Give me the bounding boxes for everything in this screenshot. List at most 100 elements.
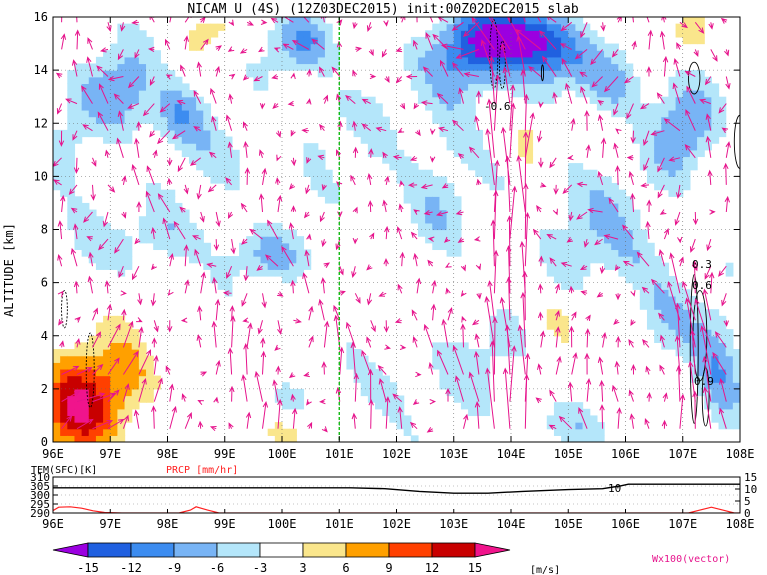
field-cell (482, 375, 491, 383)
field-cell (496, 63, 505, 71)
wind-vectors (53, 17, 731, 433)
field-cell (460, 342, 469, 350)
field-cell (668, 322, 677, 330)
wind-vector (657, 184, 665, 199)
field-cell (718, 329, 727, 337)
field-cell (274, 43, 283, 51)
field-cell (131, 402, 140, 410)
field-cell (446, 83, 455, 91)
field-cell (475, 395, 483, 403)
field-cell (475, 70, 483, 78)
field-cell (725, 382, 734, 390)
wind-vector (538, 157, 544, 169)
field-cell (160, 90, 169, 98)
field-cell (296, 50, 305, 58)
wind-vector (441, 183, 449, 189)
vector-scale-label: Wx100(vector) (652, 554, 730, 565)
field-cell (203, 163, 212, 171)
field-cell (138, 83, 147, 91)
wind-vector (189, 157, 202, 166)
field-cell (403, 189, 412, 197)
wind-vector (679, 393, 686, 429)
field-cell (675, 103, 684, 111)
field-cell (496, 56, 505, 65)
wind-vector (452, 62, 464, 77)
field-cell (468, 143, 476, 151)
wind-vector (384, 175, 390, 186)
field-cell (174, 209, 183, 217)
field-cell (697, 382, 705, 390)
field-cell (618, 83, 627, 91)
wind-vector (366, 22, 372, 32)
wind-vector (661, 17, 667, 23)
wind-vector (397, 127, 405, 133)
colorbar-tick-label: -12 (120, 561, 142, 575)
field-cell (203, 156, 212, 164)
wind-vector (392, 393, 403, 402)
field-cell (575, 415, 584, 423)
field-cell (188, 103, 197, 111)
field-cell (668, 83, 677, 91)
field-cell (718, 96, 727, 104)
field-cell (618, 202, 627, 211)
field-cell (618, 96, 627, 104)
wind-vector (276, 154, 282, 162)
field-cell (446, 196, 455, 204)
field-cell (646, 143, 655, 151)
wind-vector (242, 74, 250, 81)
wind-vector (431, 279, 437, 294)
field-cell (317, 50, 326, 58)
field-cell (117, 43, 126, 51)
field-cell (482, 402, 491, 410)
wind-vector (76, 392, 106, 403)
field-cell (274, 36, 283, 45)
field-cell (553, 408, 562, 417)
field-cell (732, 355, 740, 363)
wind-vector (615, 293, 621, 301)
field-cell (661, 269, 670, 277)
wind-vector (425, 32, 434, 50)
field-cell (482, 56, 491, 65)
field-cell (432, 43, 441, 51)
wind-vector (659, 209, 667, 215)
field-cell (718, 415, 727, 423)
field-cell (625, 209, 634, 217)
field-cell (403, 43, 412, 51)
wind-vector (487, 280, 495, 321)
field-cell (460, 116, 469, 124)
field-cell (553, 236, 562, 244)
field-cell (453, 222, 462, 231)
field-cell (596, 56, 605, 65)
field-cell (153, 209, 161, 217)
surface-series (53, 483, 740, 513)
field-cell (468, 116, 476, 124)
field-cell (632, 83, 641, 91)
field-cell (561, 30, 569, 38)
field-cell (525, 143, 534, 151)
field-cell (582, 36, 591, 45)
wind-vector (267, 219, 279, 240)
colorbar-bin (87, 542, 132, 558)
field-cell (360, 129, 369, 138)
field-cell (561, 229, 569, 237)
field-cell (639, 123, 648, 131)
wind-vector (460, 264, 466, 272)
wind-vector (428, 362, 434, 375)
field-cell (589, 236, 598, 244)
field-cell (511, 342, 519, 350)
wind-vector (249, 228, 263, 240)
wind-vector (597, 170, 604, 186)
field-cell (546, 229, 555, 237)
field-cell (317, 156, 326, 164)
wind-vector (657, 157, 665, 173)
field-cell (725, 395, 734, 403)
field-cell (317, 63, 326, 71)
field-cell (582, 435, 591, 442)
wind-vector (399, 103, 406, 110)
wind-vector (631, 40, 637, 50)
field-cell (582, 76, 591, 85)
field-cell (396, 163, 405, 171)
field-cell (117, 322, 126, 330)
field-cell (646, 256, 655, 264)
